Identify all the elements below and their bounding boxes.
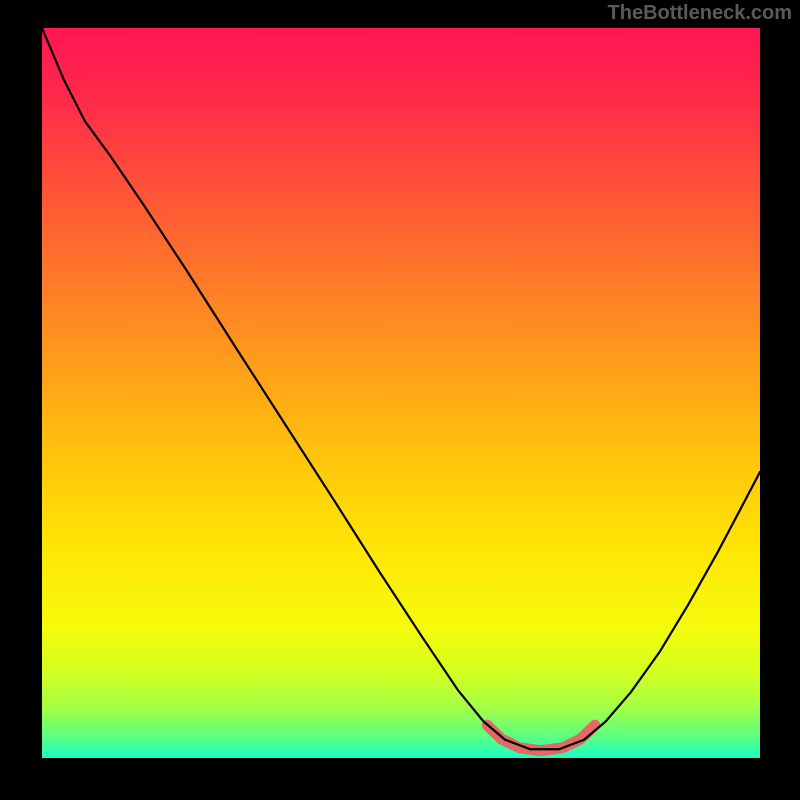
watermark-text: TheBottleneck.com	[608, 2, 792, 25]
chart-container: TheBottleneck.com	[0, 0, 800, 800]
curve-line	[42, 28, 760, 749]
bottleneck-curve	[42, 28, 760, 758]
plot-area	[42, 28, 760, 758]
